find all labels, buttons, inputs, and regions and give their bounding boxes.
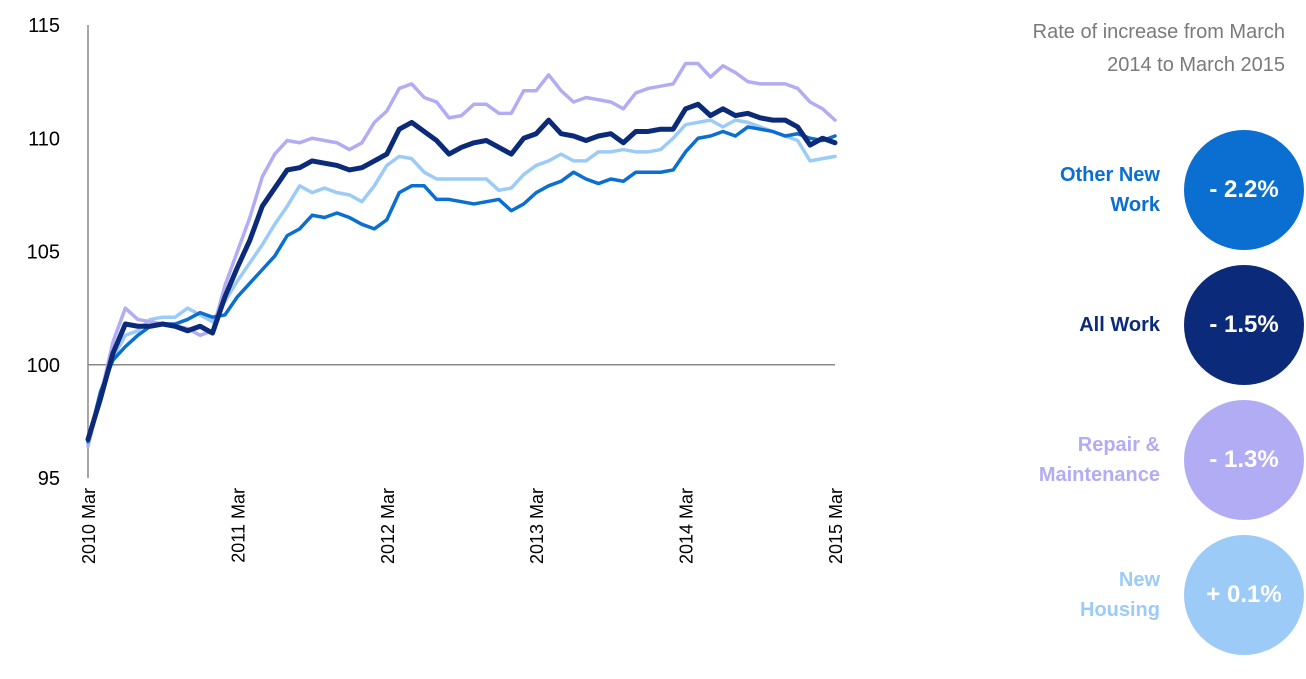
y-tick-label: 105 — [27, 242, 60, 264]
x-tick-label: 2015 Mar — [826, 488, 846, 564]
rate-label: - 2.2% — [1209, 176, 1279, 203]
rate-circle: + 0.1% — [1184, 535, 1304, 655]
legend-row: Other New Work - 2.2% — [1000, 128, 1306, 252]
legend-row: Repair & Maintenance - 1.3% — [1000, 398, 1306, 522]
x-tick-label: 2014 Mar — [677, 488, 697, 564]
y-tick-label: 115 — [28, 15, 60, 37]
rate-label: - 1.5% — [1209, 311, 1279, 338]
legend-row: All Work - 1.5% — [1000, 263, 1306, 387]
rate-circle: - 1.5% — [1184, 265, 1304, 385]
legend-label: New Housing — [1080, 569, 1160, 621]
series-line — [86, 125, 837, 444]
x-tick-label: 2013 Mar — [527, 488, 547, 564]
legend-row: New Housing + 0.1% — [1000, 533, 1306, 657]
legend-label: Other New Work — [1059, 164, 1160, 216]
rate-circle: - 2.2% — [1184, 130, 1304, 250]
x-tick-label: 2010 Mar — [79, 488, 99, 564]
y-tick-label: 110 — [28, 128, 60, 150]
series-line — [86, 61, 837, 449]
rate-label: + 0.1% — [1206, 581, 1282, 608]
series-line — [86, 118, 837, 446]
series-line — [85, 101, 838, 442]
y-tick-label: 100 — [27, 355, 60, 377]
legend-label: Repair & Maintenance — [1038, 434, 1160, 486]
chart: 95 100 105 110 115 2010 Mar 2011 Mar 2012 Mar 20… — [27, 15, 846, 564]
rate-label: - 1.3% — [1209, 446, 1279, 473]
y-tick-label: 95 — [38, 468, 60, 490]
x-tick-label: 2012 Mar — [378, 488, 398, 564]
rate-circle: - 1.3% — [1184, 400, 1304, 520]
x-tick-label: 2011 Mar — [228, 488, 248, 563]
legend-label: All Work — [1079, 314, 1160, 336]
annotation: Rate of increase from March 2014 to Marc… — [1032, 21, 1285, 76]
